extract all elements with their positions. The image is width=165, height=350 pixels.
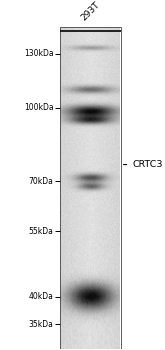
Text: 100kDa: 100kDa [24, 104, 53, 112]
Text: 70kDa: 70kDa [29, 177, 53, 186]
Text: 55kDa: 55kDa [29, 227, 53, 236]
Text: 35kDa: 35kDa [29, 320, 53, 329]
Text: 40kDa: 40kDa [29, 292, 53, 301]
Text: 130kDa: 130kDa [24, 49, 53, 58]
Text: CRTC3: CRTC3 [124, 160, 163, 169]
Text: 293T: 293T [79, 0, 101, 22]
Bar [60, 27, 121, 349]
